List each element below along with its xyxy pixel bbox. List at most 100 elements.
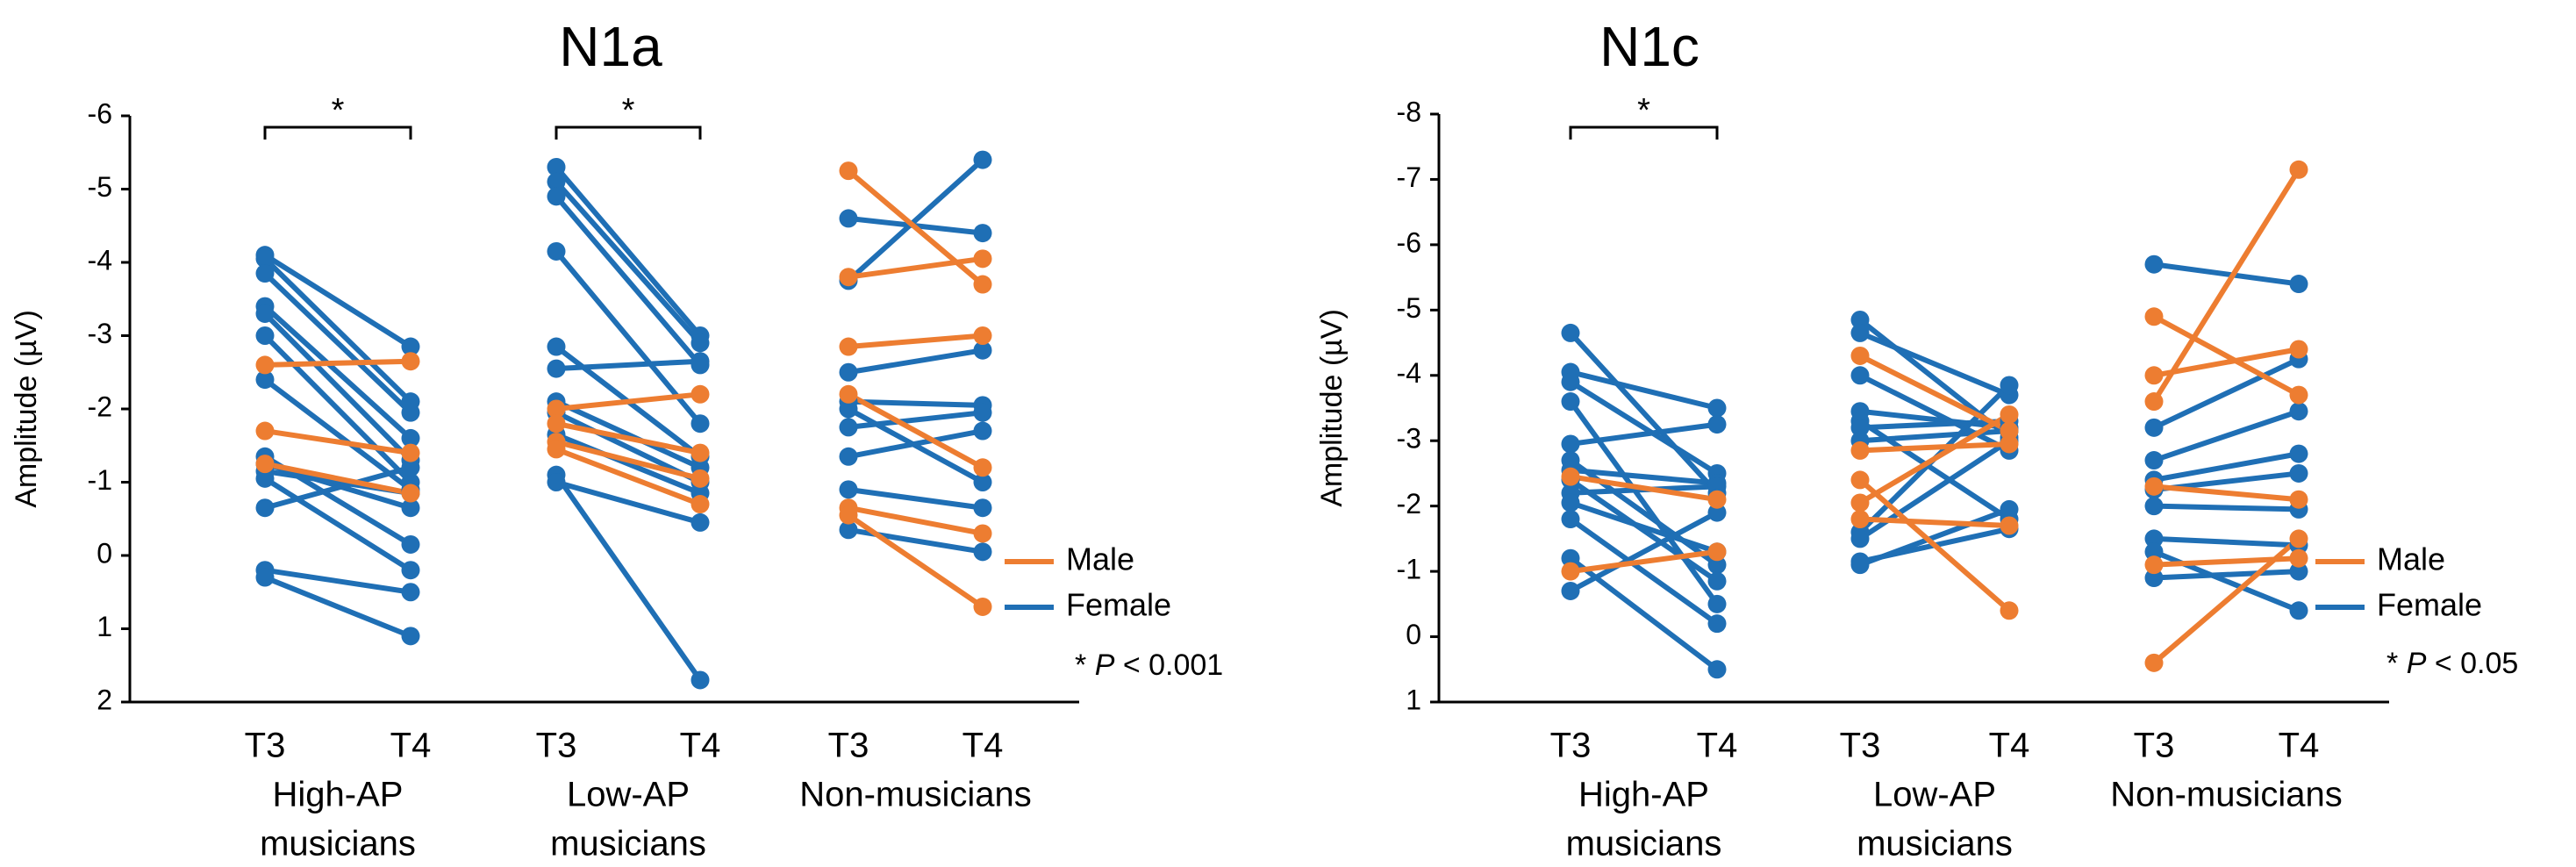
point-t3-female [547, 241, 566, 261]
point-t3-female [839, 520, 858, 540]
point-t4-male [973, 326, 992, 345]
point-t4-female [973, 542, 992, 562]
point-t4-female [2289, 402, 2308, 421]
subject-line-female [846, 157, 985, 283]
subject-line-male [1857, 476, 2012, 613]
subject-line-female [2151, 451, 2301, 483]
y-axis-label: Amplitude (µV) [10, 310, 43, 508]
timepoint-label-t4: T4 [390, 727, 432, 765]
point-t3-male [547, 440, 566, 459]
subject-line-female [1857, 418, 2012, 431]
point-t4-female [401, 337, 420, 356]
subject-line-male [846, 255, 985, 280]
point-t4-female [2289, 601, 2308, 620]
point-t4-male [2289, 529, 2308, 548]
point-t4-female [1707, 503, 1727, 522]
subject-line-female [262, 575, 413, 639]
point-t3-female [2144, 542, 2164, 562]
subject-line-female [1568, 457, 1720, 568]
subject-line-female [846, 486, 985, 511]
point-t3-female [839, 399, 858, 419]
point-t4-female [401, 458, 420, 477]
timepoint-label-t4: T4 [2279, 727, 2320, 765]
subject-line-male [1857, 516, 2012, 528]
point-t4-male [401, 484, 420, 503]
point-t3-female [255, 469, 275, 488]
point-t3-female [839, 362, 858, 382]
point-t4-female [691, 670, 710, 690]
subject-line-female [2151, 569, 2301, 581]
point-t3-female [1561, 392, 1580, 412]
group-1: T3 T4 Low-AP musicians [536, 157, 720, 863]
point-t4-female [401, 627, 420, 646]
point-t4-female [401, 534, 420, 554]
timepoint-label-t3: T3 [245, 727, 286, 765]
subject-line-male [554, 439, 703, 482]
p-value-note: * P < 0.05 [2386, 647, 2518, 680]
subject-line-female [2151, 262, 2301, 287]
subject-line-female [262, 255, 413, 405]
y-tick-label: -6 [1397, 226, 1421, 258]
point-t3-male [2144, 476, 2164, 496]
subject-line-female [1568, 516, 1720, 627]
subject-line-female [262, 252, 413, 350]
point-t4-female [691, 512, 710, 532]
subject-line-female [2151, 408, 2301, 463]
point-t4-female [2000, 376, 2019, 395]
subject-line-male [262, 428, 413, 456]
y-tick-label: 0 [1406, 619, 1421, 650]
point-t3-female [255, 326, 275, 345]
group-1: T3 T4 Low-AP musicians [1840, 311, 2029, 863]
subject-line-female [554, 479, 703, 526]
group-label-line1: High-AP [273, 776, 404, 814]
point-t3-female [1561, 323, 1580, 342]
subject-line-male [1568, 474, 1720, 503]
y-tick-label: -3 [88, 318, 112, 349]
point-t4-male [2289, 385, 2308, 405]
point-t3-female [547, 187, 566, 206]
point-t3-male [839, 505, 858, 525]
point-t4-female [2289, 463, 2308, 483]
point-t3-male [2144, 653, 2164, 672]
subject-line-female [1568, 467, 1720, 486]
point-t3-female [2144, 529, 2164, 548]
timepoint-label-t3: T3 [828, 727, 869, 765]
subject-line-female [262, 376, 413, 492]
point-t3-female [547, 157, 566, 176]
subject-line-female [262, 464, 413, 511]
subject-line-male [262, 461, 413, 497]
point-t3-male [255, 455, 275, 474]
point-t3-male [839, 161, 858, 181]
subject-line-female [262, 304, 413, 441]
group-label-line2: musicians [1566, 825, 1722, 863]
point-t4-male [2000, 516, 2019, 535]
y-tick-label: -2 [88, 391, 112, 422]
group-label-line2: musicians [1857, 825, 2013, 863]
y-tick-label: -2 [1397, 488, 1421, 519]
point-t4-female [1707, 398, 1727, 418]
subject-line-female [1568, 421, 1720, 447]
significance-bracket [1569, 125, 1719, 140]
point-t4-female [2289, 562, 2308, 581]
point-t4-male [1707, 490, 1727, 509]
significance-bracket [555, 125, 702, 140]
legend-label-female: Female [2377, 587, 2482, 623]
legend-label-male: Male [1066, 541, 1134, 577]
p-value-note: * P < 0.001 [1075, 648, 1223, 682]
timepoint-label-t4: T4 [1697, 727, 1738, 765]
timepoint-label-t3: T3 [536, 727, 577, 765]
subject-line-female [1857, 372, 2012, 454]
y-tick-label: -5 [88, 171, 112, 203]
series-points [547, 157, 710, 690]
point-t4-female [401, 498, 420, 518]
point-t4-female [1707, 415, 1727, 434]
y-tick-label: -6 [88, 97, 112, 129]
point-t3-female [839, 418, 858, 437]
point-t4-female [973, 403, 992, 422]
point-t3-female [839, 209, 858, 228]
chart-title: N1c [1599, 15, 1699, 78]
subject-line-male [2151, 167, 2301, 405]
subject-line-female [262, 333, 413, 485]
timepoint-label-t4: T4 [962, 727, 1004, 765]
point-t3-female [255, 304, 275, 323]
